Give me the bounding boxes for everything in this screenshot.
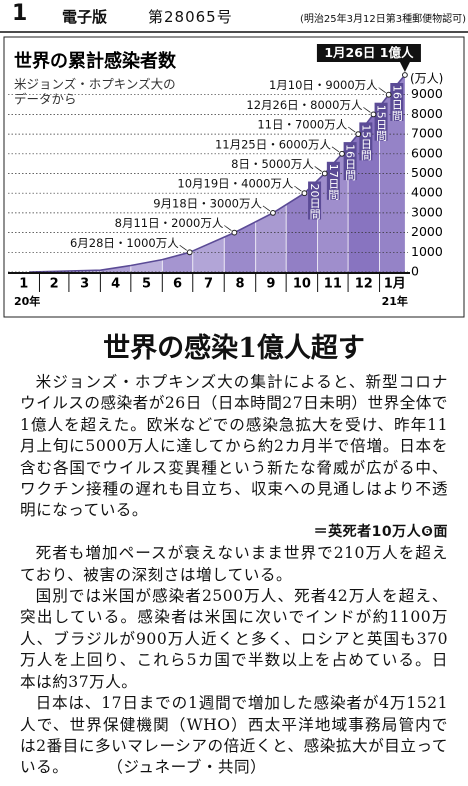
interval-bg bbox=[359, 122, 373, 161]
permit: (明治25年3月12日第3種郵便物認可) bbox=[300, 14, 466, 25]
headline: 世界の感染1億人超す bbox=[103, 333, 365, 364]
month-band bbox=[192, 75, 225, 272]
x-tick-label: 10 bbox=[293, 277, 311, 292]
point bbox=[321, 170, 328, 177]
value-label: 9月18日・3000万人 bbox=[153, 196, 262, 210]
leader bbox=[331, 146, 340, 153]
leader bbox=[294, 185, 302, 192]
x-tick-label: 9 bbox=[266, 277, 275, 292]
leader bbox=[378, 87, 386, 94]
y-tick-label: 9000 bbox=[411, 86, 443, 101]
y-tick-label: 3000 bbox=[411, 204, 443, 219]
y-tick-label: 5000 bbox=[411, 165, 443, 180]
y-tick-label: 1000 bbox=[411, 244, 443, 259]
x-tick-label: 8 bbox=[235, 277, 244, 292]
chart-title: 世界の累計感染者数 bbox=[14, 50, 177, 72]
page-number: 1 bbox=[12, 1, 28, 26]
leader bbox=[262, 205, 271, 212]
article: 米ジョンズ・ホプキンズ大の集計によると、新型コロナウイルスの感染者が26日（日本… bbox=[20, 372, 448, 779]
leader bbox=[314, 166, 322, 172]
value-label: 8月11日・2000万人 bbox=[115, 216, 224, 230]
credit: （ジュネーブ・共同） bbox=[115, 758, 267, 777]
point bbox=[355, 131, 362, 138]
leader bbox=[363, 107, 371, 113]
line bbox=[29, 74, 406, 273]
interval-bg bbox=[308, 181, 322, 220]
value-label: 11月25日・6000万人 bbox=[215, 137, 332, 151]
x-tick-label: 12 bbox=[355, 277, 373, 292]
x-tick-label: 1月 bbox=[384, 277, 406, 292]
interval-label: 15日間 bbox=[359, 124, 372, 161]
point bbox=[186, 249, 193, 256]
callout-box bbox=[316, 44, 421, 62]
reference: ＝英死者10万人❻面 bbox=[313, 523, 448, 540]
x-tick-label: 6 bbox=[173, 277, 182, 292]
chart-subtitle: 米ジョンズ・ホプキンズ大の bbox=[14, 77, 176, 92]
year-label: 21年 bbox=[382, 294, 408, 308]
header: 1 電子版 第28065号 (明治25年3月12日第3種郵便物認可) bbox=[0, 0, 468, 32]
paragraph: 国別では米国が感染者2500万人、死者42万人を超え、突出している。感染者は米国… bbox=[20, 587, 448, 691]
y-unit: (万人) bbox=[410, 72, 443, 86]
point bbox=[270, 210, 276, 216]
x-tick-label: 1 bbox=[19, 277, 28, 292]
interval-bg bbox=[326, 161, 340, 200]
interval-bg bbox=[343, 142, 357, 181]
leader bbox=[179, 244, 187, 251]
point bbox=[402, 72, 408, 78]
leader bbox=[224, 225, 232, 231]
x-tick-label: 3 bbox=[80, 277, 89, 292]
value-label: 10月19日・4000万人 bbox=[177, 177, 294, 191]
point bbox=[385, 91, 392, 98]
interval-label: 16日間 bbox=[390, 85, 403, 122]
x-tick-label: 2 bbox=[50, 277, 59, 292]
chart-subtitle: データから bbox=[14, 92, 77, 107]
x-tick-label: 7 bbox=[204, 277, 213, 292]
callout-pointer bbox=[399, 62, 410, 72]
y-tick-label: 2000 bbox=[411, 224, 443, 239]
paragraph: 米ジョンズ・ホプキンズ大の集計によると、新型コロナウイルスの感染者が26日（日本… bbox=[20, 373, 448, 520]
point bbox=[301, 190, 308, 197]
interval-label: 16日間 bbox=[344, 144, 357, 181]
year-label: 20年 bbox=[14, 294, 40, 308]
point bbox=[370, 111, 377, 118]
y-tick-label: 7000 bbox=[411, 126, 443, 141]
paragraph: 死者も増加ペースが衰えないまま世界で210万人を超えており、被害の深刻さは増して… bbox=[20, 544, 448, 584]
y-tick-label: 8000 bbox=[411, 106, 443, 121]
issue: 第28065号 bbox=[148, 8, 233, 26]
y-tick-label: 6000 bbox=[411, 145, 443, 160]
x-tick-label: 4 bbox=[111, 277, 120, 292]
chart: 世界の累計感染者数 米ジョンズ・ホプキンズ大の データから (万人) 0 1000… bbox=[0, 31, 468, 318]
interval-label: 17日間 bbox=[327, 164, 340, 201]
value-label: 6月28日・1000万人 bbox=[70, 236, 179, 250]
x-tick-label: 5 bbox=[142, 277, 151, 292]
x-tick-label: 11 bbox=[324, 277, 342, 292]
edition: 電子版 bbox=[62, 8, 108, 26]
y-tick-label: 4000 bbox=[411, 185, 443, 200]
value-label: 1月26日 1億人 bbox=[324, 45, 414, 60]
paragraph-text: 日本は、17日までの1週間で増加した感染者が4万1521人で、世界保健機関（WH… bbox=[20, 694, 448, 777]
chart-frame bbox=[3, 36, 465, 318]
interval-bg bbox=[374, 102, 388, 141]
interval-bg bbox=[390, 83, 404, 121]
value-label: 11日・7000万人 bbox=[257, 118, 347, 132]
point bbox=[231, 229, 238, 236]
interval-label: 15日間 bbox=[375, 105, 388, 142]
leader bbox=[347, 126, 356, 133]
point bbox=[339, 150, 345, 157]
value-label: 8日・5000万人 bbox=[231, 157, 314, 171]
value-label: 12月26日・8000万人 bbox=[246, 98, 363, 112]
interval-label: 20日間 bbox=[308, 184, 321, 221]
y-tick-label: 0 bbox=[411, 264, 419, 279]
paragraph: 日本は、17日までの1週間で増加した感染者が4万1521人で、世界保健機関（WH… bbox=[20, 693, 448, 779]
value-label: 1月10日・9000万人 bbox=[269, 78, 378, 92]
